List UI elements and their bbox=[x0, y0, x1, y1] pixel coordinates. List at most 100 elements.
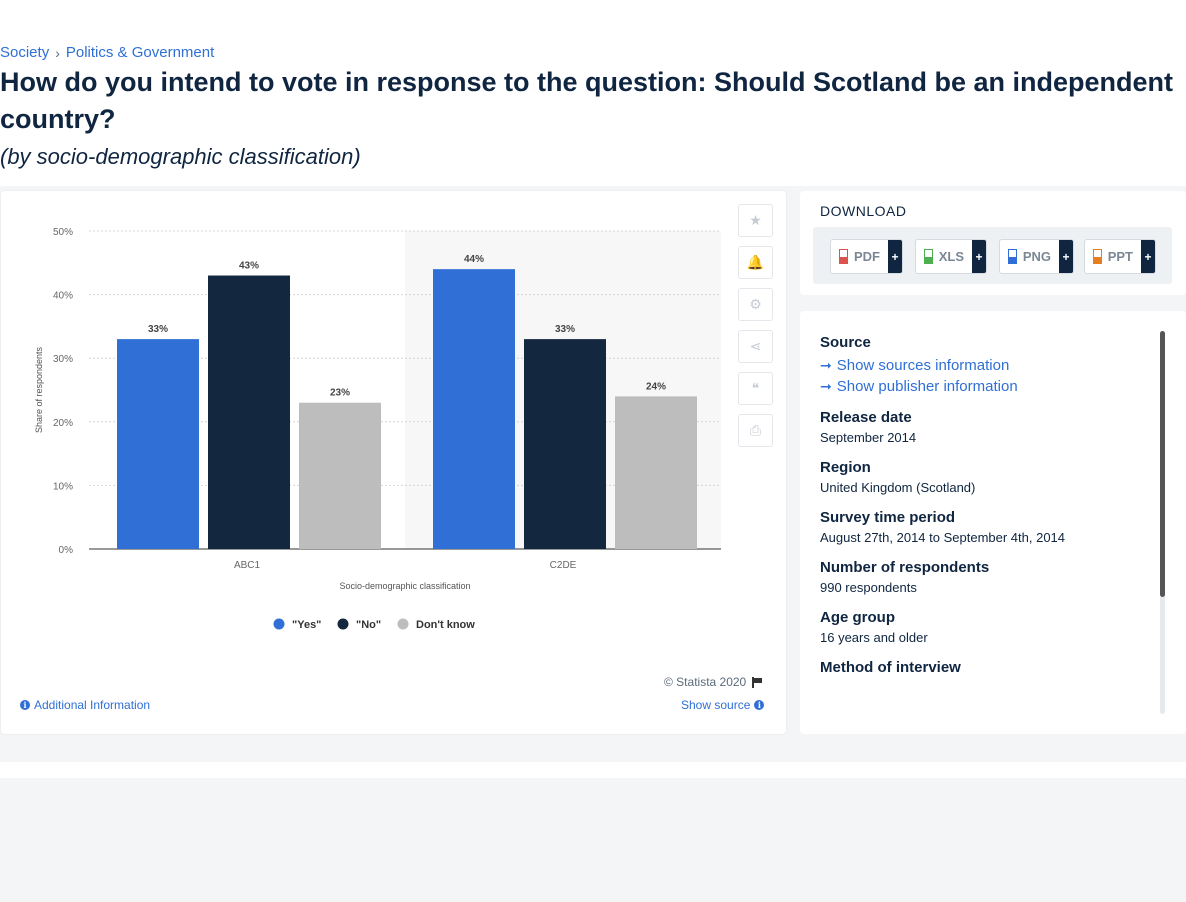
show-publisher-label: Show publisher information bbox=[836, 378, 1018, 395]
bar bbox=[615, 396, 697, 549]
x-tick-label: C2DE bbox=[550, 560, 577, 571]
meta-label: Number of respondents bbox=[820, 559, 990, 576]
bar bbox=[433, 269, 515, 549]
x-tick-label: ABC1 bbox=[234, 560, 261, 571]
data-label: 33% bbox=[555, 324, 575, 335]
download-png-button[interactable]: PNG + bbox=[999, 239, 1074, 274]
y-axis-label: Share of respondents bbox=[34, 346, 44, 433]
download-pdf-label: PDF bbox=[854, 249, 880, 264]
data-label: 44% bbox=[464, 254, 484, 265]
download-xls-label: XLS bbox=[938, 249, 964, 264]
source-heading: Source bbox=[820, 334, 871, 351]
data-label: 43% bbox=[239, 261, 259, 272]
download-png-label: PNG bbox=[1022, 249, 1051, 264]
legend-marker bbox=[337, 618, 349, 630]
bottom-band bbox=[0, 762, 1186, 778]
show-publisher-link[interactable]: ➞ Show publisher information bbox=[820, 378, 1150, 395]
y-tick-label: 10% bbox=[53, 481, 73, 492]
download-ppt-label: PPT bbox=[1107, 249, 1133, 264]
data-label: 24% bbox=[646, 381, 666, 392]
show-sources-label: Show sources information bbox=[836, 357, 1010, 374]
header-area bbox=[0, 36, 1186, 186]
meta-respondents: Number of respondents 990 respondents bbox=[820, 559, 1150, 595]
show-source-label: Show source bbox=[681, 698, 751, 712]
plus-icon[interactable]: + bbox=[888, 240, 902, 273]
png-file-icon bbox=[1008, 249, 1017, 264]
ppt-file-icon bbox=[1093, 249, 1102, 264]
breadcrumb-item-politics[interactable]: Politics & Government bbox=[65, 44, 215, 61]
meta-region: Region United Kingdom (Scotland) bbox=[820, 459, 1150, 495]
y-tick-label: 50% bbox=[53, 227, 73, 238]
show-source-link[interactable]: Show source i bbox=[681, 698, 765, 712]
legend-entry: Don't know bbox=[416, 619, 475, 631]
info-icon: i bbox=[754, 700, 765, 710]
y-tick-label: 0% bbox=[59, 545, 74, 556]
bell-icon[interactable]: 🔔 bbox=[738, 246, 773, 279]
xls-file-icon bbox=[924, 249, 933, 264]
bar bbox=[299, 402, 381, 549]
data-label: 23% bbox=[330, 388, 350, 399]
meta-label: Region bbox=[820, 459, 871, 476]
meta-value: 16 years and older bbox=[820, 630, 928, 645]
data-label: 33% bbox=[148, 324, 168, 335]
download-title: DOWNLOAD bbox=[820, 203, 907, 219]
legend-entry: "Yes" bbox=[292, 619, 321, 631]
page-subtitle: (by socio-demographic classification) bbox=[0, 144, 361, 169]
copyright-text: © Statista 2020 bbox=[664, 675, 747, 689]
bar bbox=[524, 339, 606, 549]
meta-method: Method of interview bbox=[820, 659, 1150, 676]
chart-card: 0% 10% 20% 30% 40% 50% 33% 43% 23% ABC1 44% 33% 24% C… bbox=[1, 191, 786, 734]
meta-value: August 27th, 2014 to September 4th, 2014 bbox=[820, 530, 1066, 545]
scroll-thumb[interactable] bbox=[1160, 331, 1165, 597]
source-content: Source ➞ Show sources information ➞ Show… bbox=[820, 334, 1150, 676]
download-row: PDF + XLS + PNG + PPT + bbox=[813, 227, 1172, 284]
download-ppt-button[interactable]: PPT + bbox=[1084, 239, 1156, 274]
meta-value: 990 respondents bbox=[820, 580, 917, 595]
plus-icon[interactable]: + bbox=[1141, 240, 1155, 273]
plus-icon[interactable]: + bbox=[1059, 240, 1073, 273]
breadcrumb: Society › Politics & Government bbox=[0, 44, 214, 61]
show-sources-link[interactable]: ➞ Show sources information bbox=[820, 357, 1150, 374]
additional-information-link[interactable]: i Additional Information bbox=[20, 698, 150, 712]
y-tick-label: 40% bbox=[53, 291, 73, 302]
meta-label: Survey time period bbox=[820, 509, 956, 526]
download-pdf-button[interactable]: PDF + bbox=[830, 239, 903, 274]
y-tick-label: 30% bbox=[53, 354, 73, 365]
arrow-right-icon: ➞ bbox=[820, 357, 832, 373]
bar bbox=[208, 275, 290, 549]
chart-toolbar: ★ 🔔 ⚙ ⋖ ❝ ⎙ bbox=[738, 204, 774, 456]
meta-survey-period: Survey time period August 27th, 2014 to … bbox=[820, 509, 1150, 545]
download-card: DOWNLOAD PDF + XLS + PNG + PPT + bbox=[800, 191, 1186, 295]
meta-label: Age group bbox=[820, 609, 895, 626]
y-tick-label: 20% bbox=[53, 418, 73, 429]
additional-information-label: Additional Information bbox=[34, 698, 151, 712]
print-icon[interactable]: ⎙ bbox=[738, 414, 773, 447]
quote-icon[interactable]: ❝ bbox=[738, 372, 773, 405]
info-icon: i bbox=[20, 700, 30, 710]
breadcrumb-item-society[interactable]: Society bbox=[0, 44, 50, 61]
share-icon[interactable]: ⋖ bbox=[738, 330, 773, 363]
arrow-right-icon: ➞ bbox=[820, 378, 832, 394]
star-icon[interactable]: ★ bbox=[738, 204, 773, 237]
source-scrollbar[interactable] bbox=[1160, 331, 1165, 714]
meta-age-group: Age group 16 years and older bbox=[820, 609, 1150, 645]
meta-release-date: Release date September 2014 bbox=[820, 409, 1150, 445]
bar-chart: 0% 10% 20% 30% 40% 50% 33% 43% 23% ABC1 44% 33% 24% C… bbox=[34, 227, 721, 631]
legend-entry: "No" bbox=[356, 619, 381, 631]
bar bbox=[117, 339, 199, 549]
gear-icon[interactable]: ⚙ bbox=[738, 288, 773, 321]
x-axis-label: Socio-demographic classification bbox=[339, 581, 470, 591]
copyright: © Statista 2020 bbox=[664, 675, 763, 689]
meta-label: Method of interview bbox=[820, 659, 961, 676]
source-card: Source ➞ Show sources information ➞ Show… bbox=[800, 311, 1186, 734]
page-title: How do you intend to vote in response to… bbox=[0, 67, 1174, 134]
legend-marker bbox=[273, 618, 285, 630]
download-xls-button[interactable]: XLS + bbox=[915, 239, 987, 274]
pdf-file-icon bbox=[839, 249, 848, 264]
meta-value: United Kingdom (Scotland) bbox=[820, 480, 976, 495]
legend-marker bbox=[397, 618, 409, 630]
breadcrumb-separator-icon: › bbox=[55, 44, 60, 61]
meta-label: Release date bbox=[820, 409, 912, 426]
flag-icon[interactable] bbox=[752, 676, 763, 688]
plus-icon[interactable]: + bbox=[972, 240, 986, 273]
